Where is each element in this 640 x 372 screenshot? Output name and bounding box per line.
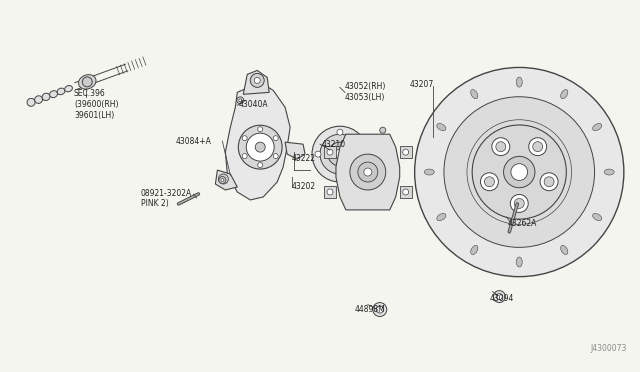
Circle shape bbox=[337, 129, 343, 135]
Text: 43052(RH): 43052(RH) bbox=[345, 82, 387, 91]
Circle shape bbox=[532, 142, 543, 152]
Circle shape bbox=[239, 99, 242, 102]
Text: 44898M: 44898M bbox=[355, 305, 386, 314]
Text: PINK 2): PINK 2) bbox=[141, 199, 168, 208]
Circle shape bbox=[529, 138, 547, 155]
Circle shape bbox=[328, 142, 352, 166]
Circle shape bbox=[258, 163, 262, 167]
Text: 43262A: 43262A bbox=[508, 219, 537, 228]
Polygon shape bbox=[324, 146, 336, 158]
Text: 08921-3202A: 08921-3202A bbox=[141, 189, 192, 199]
Circle shape bbox=[273, 154, 278, 158]
Circle shape bbox=[218, 174, 228, 184]
Circle shape bbox=[83, 77, 92, 87]
Circle shape bbox=[327, 149, 333, 155]
Circle shape bbox=[544, 177, 554, 187]
Polygon shape bbox=[285, 142, 305, 159]
Circle shape bbox=[540, 173, 558, 191]
Circle shape bbox=[481, 173, 499, 191]
Circle shape bbox=[246, 133, 274, 161]
Circle shape bbox=[511, 164, 527, 180]
Circle shape bbox=[380, 127, 386, 133]
Circle shape bbox=[484, 177, 494, 187]
Circle shape bbox=[250, 73, 264, 87]
Circle shape bbox=[376, 306, 383, 313]
Ellipse shape bbox=[604, 169, 614, 175]
Circle shape bbox=[359, 151, 365, 157]
Text: 39601(LH): 39601(LH) bbox=[74, 111, 114, 120]
Text: 43202: 43202 bbox=[292, 182, 316, 191]
Polygon shape bbox=[324, 186, 336, 198]
Circle shape bbox=[415, 67, 624, 277]
Polygon shape bbox=[225, 82, 290, 200]
Circle shape bbox=[238, 125, 282, 169]
Text: J4300073: J4300073 bbox=[591, 344, 627, 353]
Circle shape bbox=[337, 173, 343, 179]
Circle shape bbox=[364, 168, 372, 176]
Circle shape bbox=[219, 177, 226, 183]
Text: 43084+A: 43084+A bbox=[175, 137, 211, 146]
Circle shape bbox=[255, 142, 265, 152]
Circle shape bbox=[358, 162, 378, 182]
Circle shape bbox=[273, 136, 278, 141]
Text: 43040A: 43040A bbox=[238, 100, 268, 109]
Polygon shape bbox=[243, 70, 269, 94]
Circle shape bbox=[496, 142, 506, 152]
Text: SEC.396: SEC.396 bbox=[74, 89, 106, 98]
Circle shape bbox=[350, 154, 386, 190]
Circle shape bbox=[254, 77, 260, 83]
Ellipse shape bbox=[424, 169, 435, 175]
Circle shape bbox=[492, 138, 510, 155]
Circle shape bbox=[320, 134, 360, 174]
Ellipse shape bbox=[470, 246, 478, 254]
Ellipse shape bbox=[79, 75, 96, 89]
Ellipse shape bbox=[50, 91, 58, 97]
Polygon shape bbox=[216, 170, 237, 190]
Ellipse shape bbox=[470, 90, 478, 99]
Circle shape bbox=[515, 198, 524, 208]
Ellipse shape bbox=[27, 98, 35, 106]
Polygon shape bbox=[400, 146, 412, 158]
Circle shape bbox=[312, 126, 368, 182]
Circle shape bbox=[221, 179, 224, 182]
Circle shape bbox=[497, 294, 502, 299]
Ellipse shape bbox=[436, 214, 446, 221]
Ellipse shape bbox=[593, 214, 602, 221]
Ellipse shape bbox=[516, 77, 522, 87]
Ellipse shape bbox=[516, 257, 522, 267]
Circle shape bbox=[258, 127, 262, 132]
Circle shape bbox=[242, 136, 247, 141]
Circle shape bbox=[444, 97, 595, 247]
Polygon shape bbox=[336, 134, 400, 210]
Text: 43222: 43222 bbox=[292, 154, 316, 163]
Circle shape bbox=[242, 154, 247, 158]
Circle shape bbox=[315, 151, 321, 157]
Circle shape bbox=[237, 97, 244, 104]
Text: 43210: 43210 bbox=[322, 140, 346, 149]
Circle shape bbox=[403, 189, 409, 195]
Circle shape bbox=[373, 302, 387, 317]
Ellipse shape bbox=[561, 90, 568, 99]
Circle shape bbox=[327, 189, 333, 195]
Circle shape bbox=[335, 149, 345, 159]
Circle shape bbox=[504, 156, 535, 188]
Circle shape bbox=[510, 195, 528, 212]
Ellipse shape bbox=[436, 124, 446, 131]
Text: (39600(RH): (39600(RH) bbox=[74, 100, 118, 109]
Circle shape bbox=[403, 149, 409, 155]
Text: 43094: 43094 bbox=[490, 294, 514, 303]
Circle shape bbox=[472, 125, 566, 219]
Text: 43207: 43207 bbox=[410, 80, 434, 89]
Ellipse shape bbox=[57, 88, 65, 95]
Ellipse shape bbox=[65, 86, 72, 92]
Ellipse shape bbox=[35, 96, 42, 103]
Polygon shape bbox=[400, 186, 412, 198]
Ellipse shape bbox=[42, 93, 50, 100]
Text: 43053(LH): 43053(LH) bbox=[345, 93, 385, 102]
Circle shape bbox=[493, 291, 506, 302]
Ellipse shape bbox=[561, 246, 568, 254]
Ellipse shape bbox=[593, 124, 602, 131]
